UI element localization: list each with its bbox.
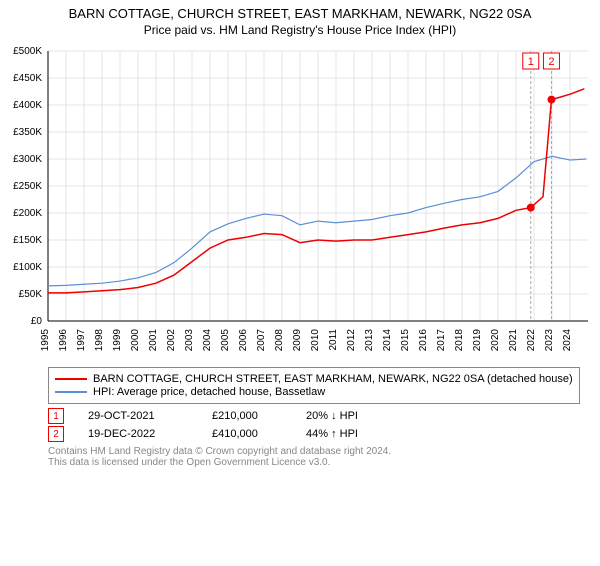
sale-badge: 2 <box>48 426 64 442</box>
x-tick-label: 2020 <box>490 329 501 352</box>
x-tick-label: 2004 <box>202 329 213 352</box>
y-tick-label: £500K <box>13 46 42 57</box>
x-tick-label: 2017 <box>436 329 447 352</box>
legend-item: HPI: Average price, detached house, Bass… <box>55 386 573 398</box>
y-tick-label: £100K <box>13 262 42 273</box>
x-tick-label: 2015 <box>400 329 411 352</box>
sale-date: 29-OCT-2021 <box>88 410 188 422</box>
x-tick-label: 2014 <box>382 329 393 352</box>
chart-area: £0 £50K £100K £150K £200K £250K £300K £350K £400… <box>0 41 600 361</box>
x-tick-label: 1999 <box>112 329 123 352</box>
y-tick-label: £350K <box>13 127 42 138</box>
x-tick-label: 2003 <box>184 329 195 352</box>
x-tick-label: 1996 <box>58 329 69 352</box>
sale-diff: 20% ↓ HPI <box>306 410 386 422</box>
x-tick-label: 2021 <box>508 329 519 352</box>
x-tick-label: 2013 <box>364 329 375 352</box>
sale-marker-number: 1 <box>528 56 534 68</box>
x-tick-label: 2016 <box>418 329 429 352</box>
x-tick-label: 2018 <box>454 329 465 352</box>
y-tick-label: £200K <box>13 208 42 219</box>
line-chart: £0 £50K £100K £150K £200K £250K £300K £350K £400… <box>0 41 600 361</box>
y-tick-label: £400K <box>13 100 42 111</box>
sale-date: 19-DEC-2022 <box>88 428 188 440</box>
chart-subtitle: Price paid vs. HM Land Registry's House … <box>0 23 600 37</box>
footnotes: Contains HM Land Registry data © Crown c… <box>48 446 580 468</box>
x-tick-label: 2024 <box>562 329 573 352</box>
x-tick-label: 2019 <box>472 329 483 352</box>
sale-price: £410,000 <box>212 428 282 440</box>
y-tick-label: £0 <box>31 316 43 327</box>
sale-row: 1 29-OCT-2021 £210,000 20% ↓ HPI <box>48 408 580 424</box>
chart-title: BARN COTTAGE, CHURCH STREET, EAST MARKHA… <box>0 6 600 21</box>
sale-row: 2 19-DEC-2022 £410,000 44% ↑ HPI <box>48 426 580 442</box>
sale-marker-number: 2 <box>548 56 554 68</box>
legend-swatch <box>55 378 87 380</box>
footnote-line: Contains HM Land Registry data © Crown c… <box>48 446 580 457</box>
x-tick-label: 2023 <box>544 329 555 352</box>
x-tick-label: 2012 <box>346 329 357 352</box>
x-tick-label: 1998 <box>94 329 105 352</box>
x-tick-label: 2010 <box>310 329 321 352</box>
legend-swatch <box>55 391 87 393</box>
legend-item: BARN COTTAGE, CHURCH STREET, EAST MARKHA… <box>55 373 573 385</box>
sales-table: 1 29-OCT-2021 £210,000 20% ↓ HPI 2 19-DEC-202… <box>48 408 580 442</box>
x-tick-label: 2002 <box>166 329 177 352</box>
y-tick-label: £450K <box>13 73 42 84</box>
sale-price: £210,000 <box>212 410 282 422</box>
x-tick-label: 2008 <box>274 329 285 352</box>
legend-label: HPI: Average price, detached house, Bass… <box>93 386 325 398</box>
sale-diff: 44% ↑ HPI <box>306 428 386 440</box>
x-tick-label: 2001 <box>148 329 159 352</box>
x-tick-label: 2007 <box>256 329 267 352</box>
y-tick-label: £300K <box>13 154 42 165</box>
x-tick-label: 1997 <box>76 329 87 352</box>
x-tick-label: 2022 <box>526 329 537 352</box>
x-tick-label: 2009 <box>292 329 303 352</box>
legend-label: BARN COTTAGE, CHURCH STREET, EAST MARKHA… <box>93 373 573 385</box>
footnote-line: This data is licensed under the Open Gov… <box>48 457 580 468</box>
x-tick-label: 2000 <box>130 329 141 352</box>
x-tick-label: 2006 <box>238 329 249 352</box>
y-tick-label: £250K <box>13 181 42 192</box>
y-tick-label: £50K <box>19 289 43 300</box>
x-tick-label: 2011 <box>328 329 339 351</box>
legend: BARN COTTAGE, CHURCH STREET, EAST MARKHA… <box>48 367 580 404</box>
sale-badge: 1 <box>48 408 64 424</box>
y-tick-label: £150K <box>13 235 42 246</box>
x-tick-label: 2005 <box>220 329 231 352</box>
x-tick-label: 1995 <box>40 329 51 352</box>
